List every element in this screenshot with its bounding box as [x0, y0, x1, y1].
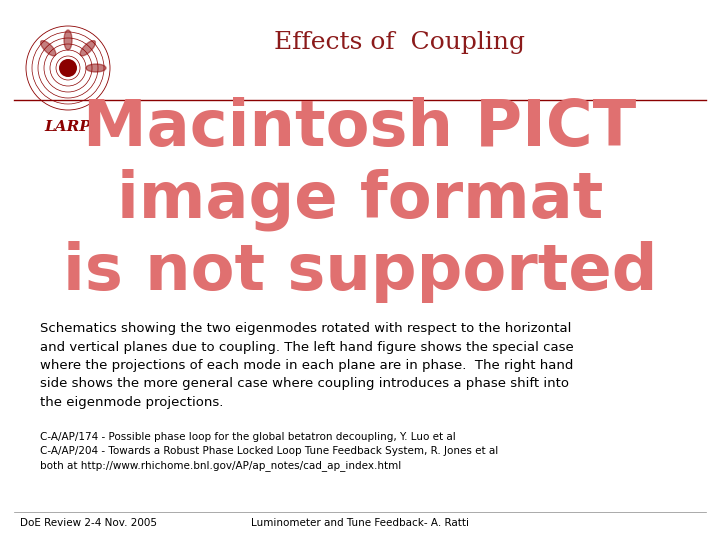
- Text: DoE Review 2-4 Nov. 2005: DoE Review 2-4 Nov. 2005: [20, 518, 157, 528]
- Text: C-A/AP/174 - Possible phase loop for the global betatron decoupling, Y. Luo et a: C-A/AP/174 - Possible phase loop for the…: [40, 432, 456, 442]
- Text: Effects of  Coupling: Effects of Coupling: [274, 30, 526, 53]
- Text: both at http://www.rhichome.bnl.gov/AP/ap_notes/cad_ap_index.html: both at http://www.rhichome.bnl.gov/AP/a…: [40, 460, 401, 471]
- Text: Luminometer and Tune Feedback- A. Ratti: Luminometer and Tune Feedback- A. Ratti: [251, 518, 469, 528]
- Text: C-A/AP/204 - Towards a Robust Phase Locked Loop Tune Feedback System, R. Jones e: C-A/AP/204 - Towards a Robust Phase Lock…: [40, 446, 498, 456]
- Text: Schematics showing the two eigenmodes rotated with respect to the horizontal
and: Schematics showing the two eigenmodes ro…: [40, 322, 574, 409]
- Circle shape: [59, 59, 77, 77]
- Circle shape: [63, 63, 73, 73]
- Text: LARP: LARP: [45, 120, 91, 134]
- Ellipse shape: [86, 64, 106, 72]
- Ellipse shape: [40, 40, 56, 56]
- Ellipse shape: [64, 30, 72, 50]
- Ellipse shape: [80, 40, 96, 56]
- Text: Macintosh PICT
image format
is not supported: Macintosh PICT image format is not suppo…: [63, 97, 657, 303]
